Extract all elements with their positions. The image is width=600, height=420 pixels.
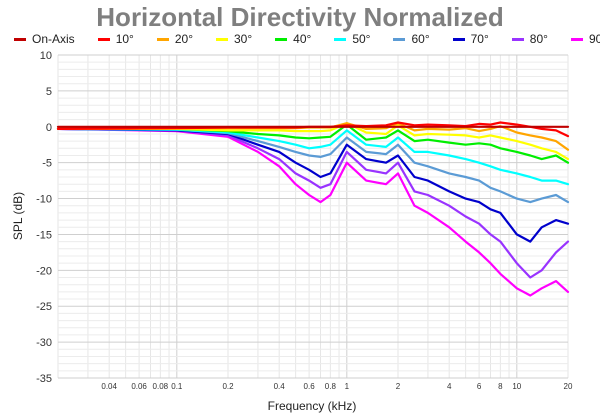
series-line-40 — [56, 123, 570, 164]
legend-swatch — [511, 37, 524, 41]
series-line-70 — [56, 127, 570, 243]
legend-swatch — [570, 37, 583, 41]
series-line-50 — [56, 127, 570, 186]
x-tick-label: 1 — [345, 382, 350, 391]
x-tick-label: 10 — [512, 382, 521, 391]
series-line-30 — [56, 122, 570, 161]
grid-layer — [57, 54, 569, 379]
legend-label: 60° — [411, 32, 430, 46]
x-tick-label: 8 — [498, 382, 503, 391]
legend-swatch — [393, 37, 406, 41]
legend-item: 10° — [97, 32, 134, 46]
x-tick-label: 6 — [477, 382, 482, 391]
legend-item: 30° — [216, 32, 252, 46]
legend-swatch — [334, 37, 347, 41]
legend-label: On-Axis — [32, 32, 75, 46]
legend-label: 70° — [470, 32, 489, 46]
legend-item: 80° — [511, 32, 548, 46]
legend-item: 50° — [334, 32, 370, 46]
y-tick-label: -20 — [36, 265, 52, 277]
legend-label: 90° — [588, 32, 600, 46]
legend-label: 10° — [115, 32, 134, 46]
x-tick-label: 0.8 — [325, 382, 337, 391]
y-tick-label: -10 — [36, 194, 52, 206]
y-tick-label: 10 — [40, 50, 52, 62]
legend-swatch — [97, 37, 110, 41]
x-tick-label: 0.4 — [274, 382, 286, 391]
y-tick-label: -5 — [42, 158, 52, 170]
x-tick-label: 0.2 — [222, 382, 234, 391]
x-tick-label: 0.08 — [153, 382, 169, 391]
series-line-90 — [56, 127, 570, 297]
legend-swatch — [275, 37, 288, 41]
chart-title: Horizontal Directivity Normalized — [96, 2, 504, 32]
legend-item: 20° — [156, 32, 193, 46]
legend-label: 20° — [174, 32, 193, 46]
legend-item: 70° — [452, 32, 489, 46]
x-tick-label: 2 — [396, 382, 401, 391]
legend-swatch — [452, 37, 465, 41]
x-tick-label: 0.6 — [304, 382, 316, 391]
legend-swatch — [14, 37, 26, 41]
series-line-60 — [56, 127, 570, 204]
series-line-80 — [56, 127, 570, 279]
y-tick-label: -35 — [36, 373, 52, 385]
x-tick-label: 0.06 — [131, 382, 147, 391]
legend-label: 80° — [529, 32, 548, 46]
y-tick-label: 0 — [46, 122, 52, 134]
y-tick-label: 5 — [46, 86, 52, 98]
legend-label: 40° — [293, 32, 312, 46]
y-tick-label: -30 — [36, 337, 52, 349]
x-tick-label: 4 — [447, 382, 452, 391]
x-tick-label: 0.04 — [101, 382, 117, 391]
series-layer — [56, 121, 570, 297]
x-tick-label: 20 — [564, 382, 573, 391]
legend-swatch — [216, 37, 228, 41]
legend-swatch — [156, 37, 169, 41]
legend-label: 30° — [234, 32, 253, 46]
y-axis-label: SPL (dB) — [11, 192, 25, 240]
legend-item: 60° — [393, 32, 430, 46]
legend-item: 90° — [570, 32, 600, 46]
legend-label: 50° — [352, 32, 371, 46]
chart-legend: On-Axis 10° 20° 30° 40° 50° 60° 70° 80° 90° — [14, 31, 600, 47]
y-tick-label: -25 — [36, 301, 52, 313]
legend-item: 40° — [275, 32, 311, 46]
y-tick-label: -15 — [36, 229, 52, 241]
legend-item: On-Axis — [14, 32, 75, 46]
x-tick-label: 0.1 — [171, 382, 183, 391]
x-axis-label: Frequency (kHz) — [268, 399, 357, 413]
axis-layer: 10 5 0 -5 -10 -15 -20 -25 -30 -35 0.04 0.06 0.08 0.1 0… — [36, 50, 573, 391]
